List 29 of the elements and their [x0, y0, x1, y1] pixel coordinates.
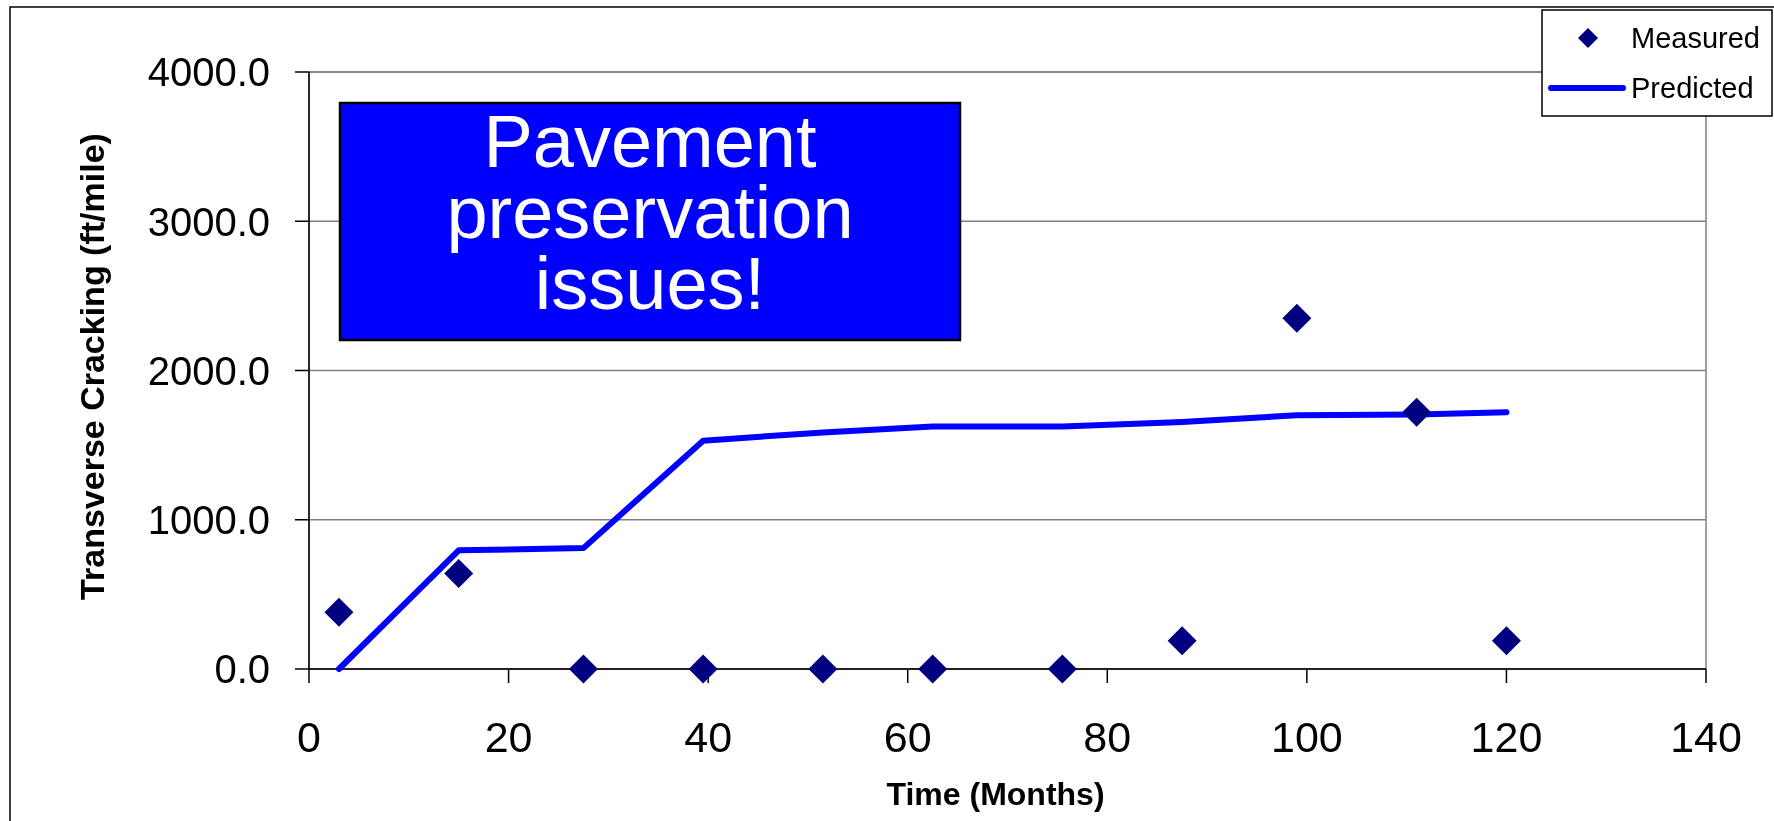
point — [1402, 397, 1432, 427]
point — [1491, 626, 1521, 656]
x-axis-title: Time (Months) — [886, 776, 1105, 812]
point — [1167, 626, 1197, 656]
point — [1047, 654, 1077, 684]
x-tick-label: 0 — [297, 713, 321, 761]
y-tick-label: 4000.0 — [147, 50, 270, 95]
point — [688, 654, 718, 684]
legend-label: Predicted — [1631, 72, 1754, 105]
x-tick-label: 80 — [1083, 713, 1132, 761]
y-tick-label: 2000.0 — [147, 348, 270, 393]
x-tick-label: 120 — [1470, 713, 1543, 761]
point — [444, 558, 474, 588]
legend-label: Measured — [1631, 22, 1760, 55]
x-tick-label: 140 — [1670, 713, 1742, 761]
y-tick-label: 3000.0 — [147, 199, 270, 244]
point — [918, 654, 948, 684]
point — [808, 654, 838, 684]
x-tick-label: 60 — [883, 713, 932, 761]
x-tick-label: 20 — [484, 713, 533, 761]
point — [324, 597, 354, 627]
point — [568, 654, 598, 684]
y-axis-title: Transverse Cracking (ft/mile) — [73, 133, 111, 600]
x-tick-label: 40 — [684, 713, 733, 761]
annotation: Pavement preservation issues! — [446, 99, 854, 325]
y-tick-label: 0.0 — [214, 647, 270, 692]
y-tick-label: 1000.0 — [147, 498, 270, 543]
x-tick-label: 100 — [1270, 713, 1343, 761]
point — [1282, 303, 1312, 333]
